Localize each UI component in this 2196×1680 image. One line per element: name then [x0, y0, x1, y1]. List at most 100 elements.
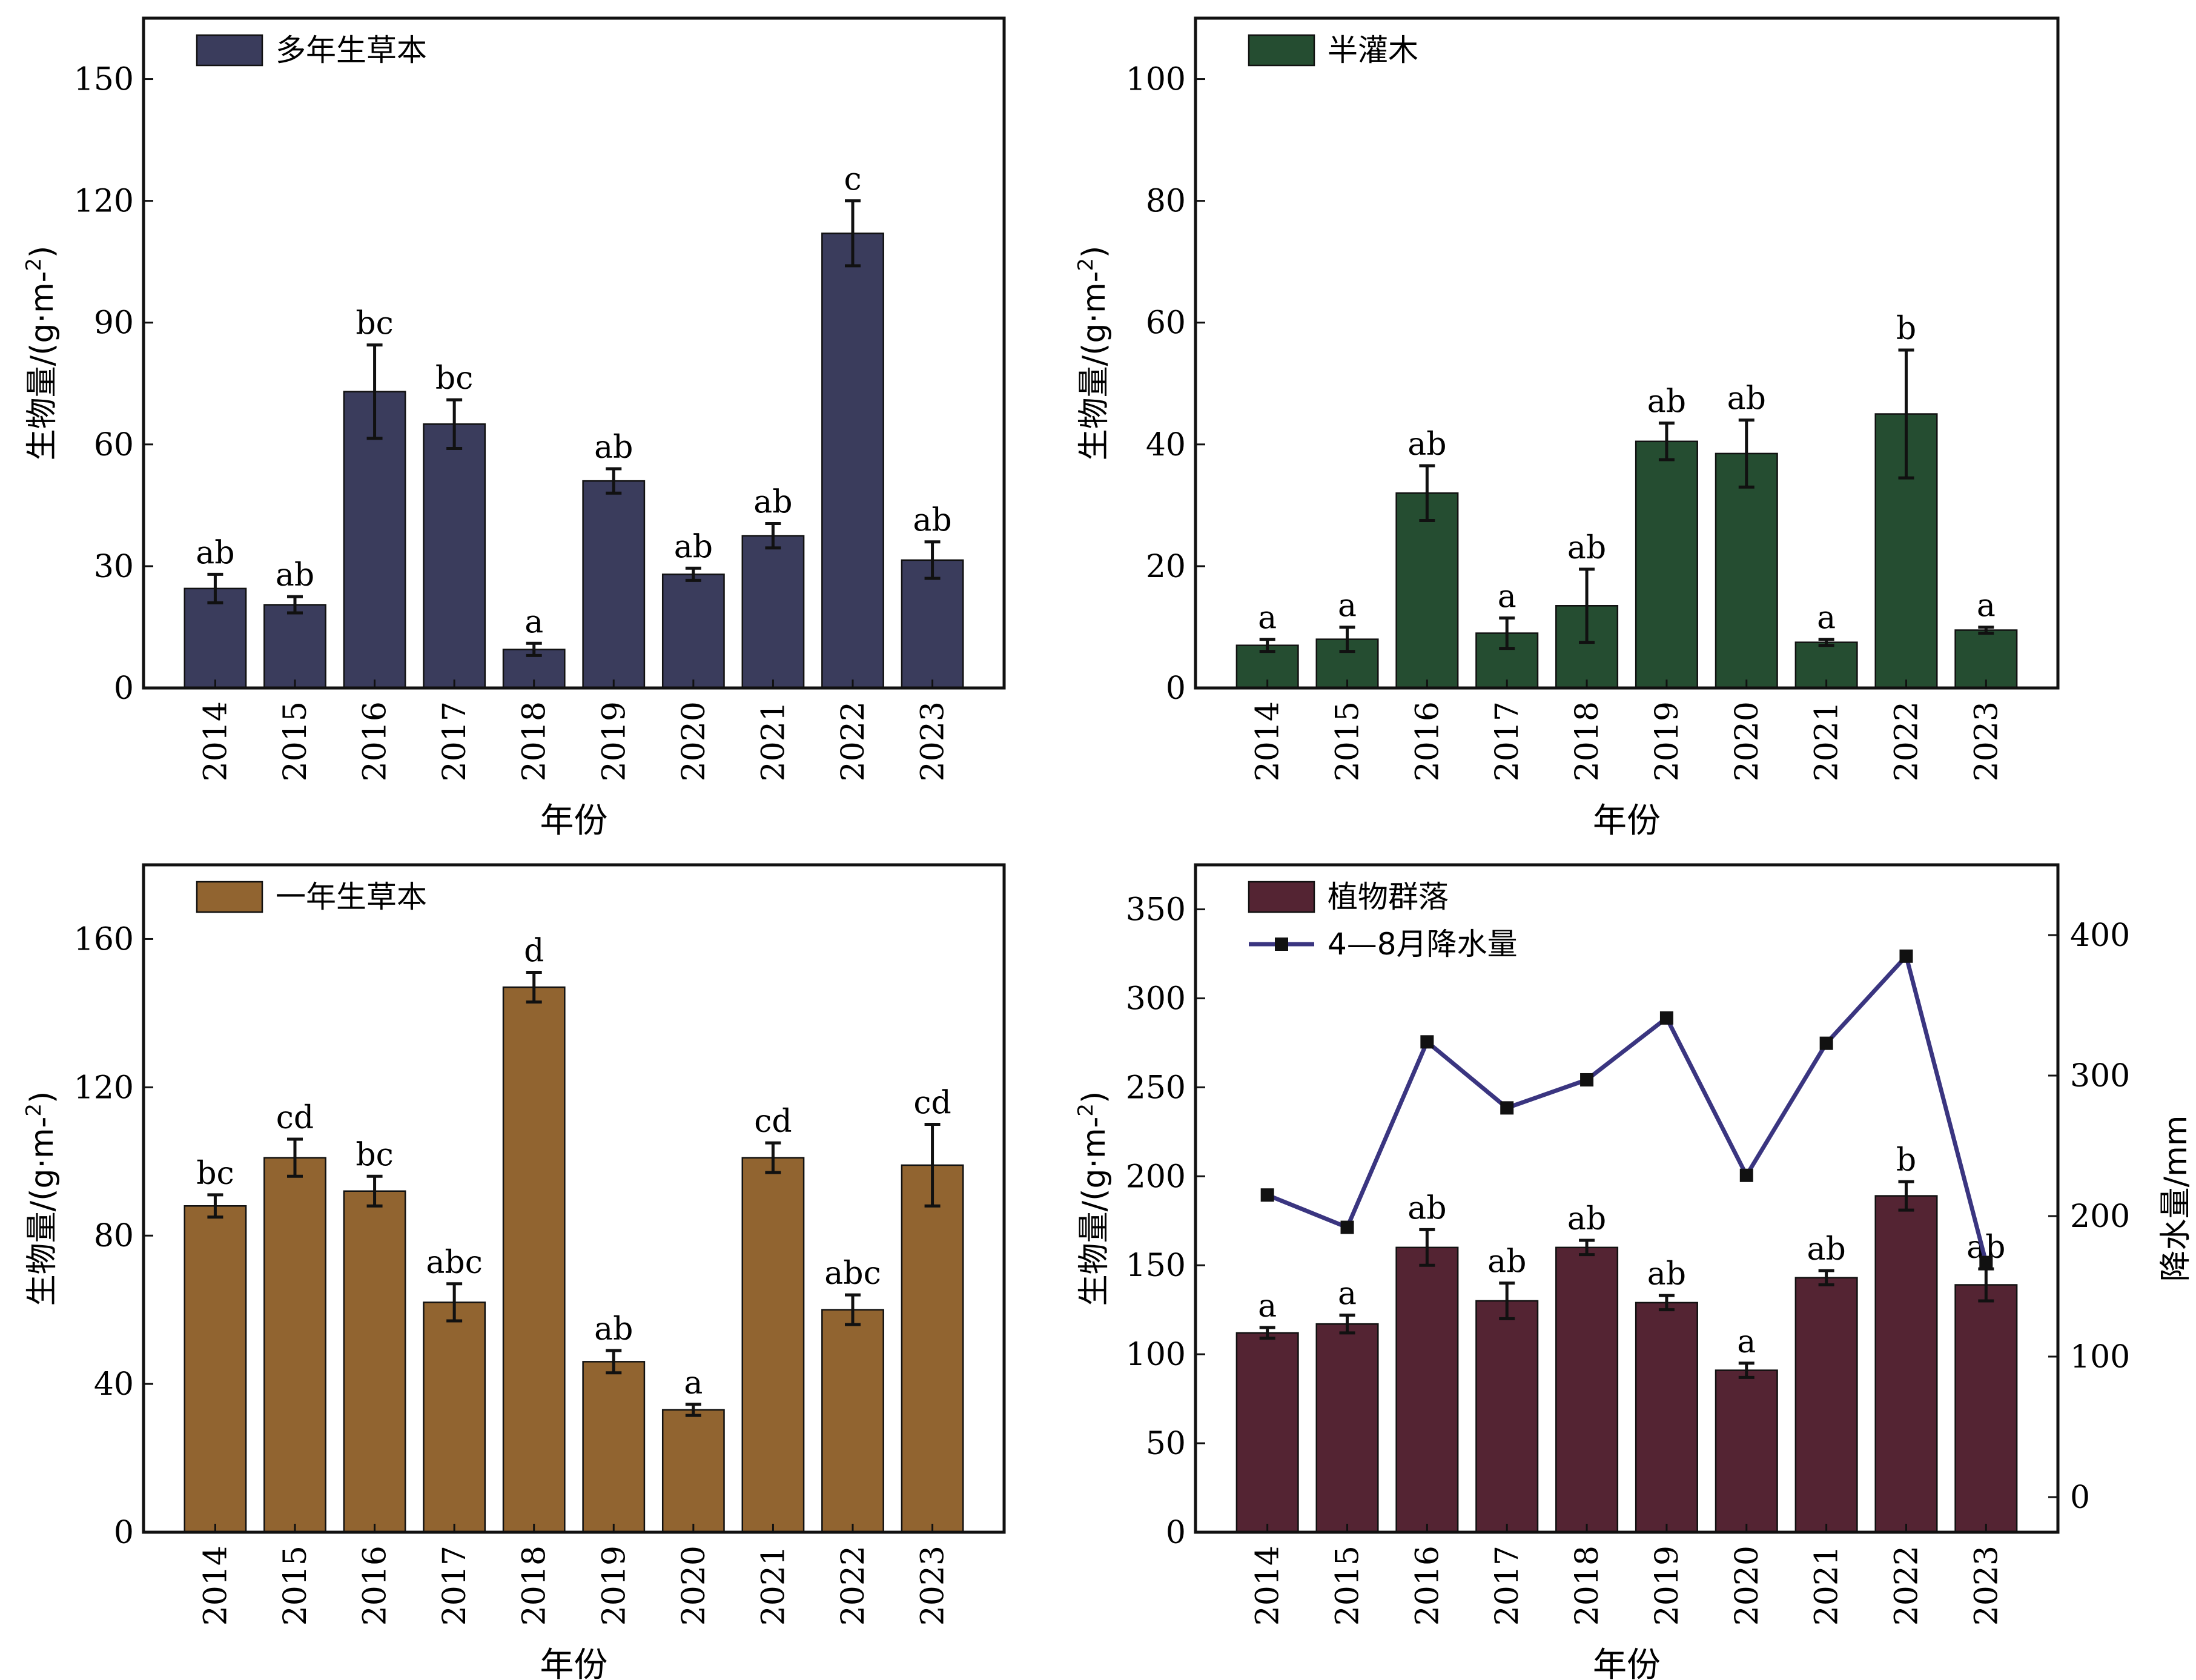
x-tick-label: 2019	[1649, 701, 1685, 781]
bar	[821, 1309, 884, 1533]
bar	[1235, 1332, 1299, 1533]
bar	[741, 1157, 805, 1533]
svg-text:2017: 2017	[1489, 1546, 1526, 1625]
y-tick-label: 200	[1126, 1159, 1186, 1195]
svg-text:2015: 2015	[277, 701, 314, 781]
x-tick-label: 2016	[1409, 701, 1446, 781]
significance-letter: b	[1896, 1142, 1916, 1179]
significance-letter: a	[1258, 1288, 1277, 1324]
y-tick-label: 120	[74, 184, 134, 220]
legend-label: 多年生草本	[276, 33, 427, 68]
legend-label: 植物群落	[1328, 879, 1449, 914]
x-tick-label: 2017	[437, 1546, 473, 1625]
significance-letter: cd	[754, 1103, 792, 1140]
x-tick-label: 2023	[915, 1546, 951, 1625]
svg-text:2023: 2023	[915, 1546, 951, 1625]
svg-text:2015: 2015	[1330, 1546, 1366, 1625]
svg-text:2023: 2023	[915, 701, 951, 781]
legend-swatch	[1248, 34, 1315, 67]
y-tick-label: 80	[94, 1218, 134, 1254]
significance-letter: ab	[1407, 426, 1446, 463]
bar	[1555, 1246, 1619, 1533]
bar	[582, 1361, 646, 1533]
y-tick-label: 0	[114, 670, 134, 707]
significance-letter: ab	[594, 429, 633, 466]
plot-frame	[1194, 863, 2060, 1534]
x-tick-label: 2022	[835, 701, 871, 781]
significance-letter: bc	[356, 1137, 393, 1173]
x-tick-label: 2020	[676, 1546, 712, 1625]
significance-letter: ab	[276, 557, 314, 594]
bar	[1315, 1323, 1379, 1533]
x-tick-label: 2018	[517, 701, 553, 781]
svg-text:2020: 2020	[1729, 701, 1765, 781]
svg-text:2015: 2015	[1330, 701, 1366, 781]
legend-swatch	[1248, 881, 1315, 913]
svg-text:2019: 2019	[1649, 701, 1685, 781]
svg-text:2023: 2023	[1968, 701, 2005, 781]
significance-letter: abc	[426, 1245, 482, 1281]
bar	[1395, 492, 1459, 689]
significance-letter: ab	[1727, 381, 1766, 417]
significance-letter: ab	[594, 1311, 633, 1348]
x-tick-label: 2015	[277, 701, 314, 781]
x-axis-title: 年份	[540, 1645, 608, 1680]
svg-text:2016: 2016	[1409, 701, 1446, 781]
bar	[1794, 1277, 1858, 1533]
bar	[263, 604, 326, 689]
significance-letter: ab	[1567, 1201, 1606, 1237]
y-tick-label: 40	[94, 1366, 134, 1403]
x-tick-label: 2019	[596, 701, 632, 781]
significance-letter: a	[1817, 600, 1836, 637]
y-tick-label: 60	[1146, 305, 1186, 342]
y-axis-title: 生物量/(g·m-2)	[1074, 1091, 1113, 1306]
y-tick-label: 150	[1126, 1248, 1186, 1284]
legend-swatch	[196, 881, 263, 913]
bar	[901, 559, 964, 689]
significance-letter: ab	[674, 529, 713, 565]
bar	[263, 1157, 326, 1533]
precipitation-marker	[1739, 1168, 1753, 1182]
svg-text:2014: 2014	[197, 701, 234, 781]
significance-letter: bc	[196, 1156, 234, 1192]
x-axis-title: 年份	[1593, 801, 1661, 841]
svg-text:降水量/mm: 降水量/mm	[2158, 1116, 2194, 1282]
bar	[423, 1301, 486, 1533]
svg-text:2022: 2022	[835, 1546, 871, 1625]
bar	[343, 1190, 406, 1533]
chart-panel-3: bc 2014 cd 2015 bc 2016 abc 2017 d 2018 ab 2019 a 202…	[22, 863, 1006, 1680]
chart-panel-2: a2014a2015ab2016a2017ab2018ab2019ab2020a…	[1074, 16, 2060, 841]
bar	[1874, 1195, 1938, 1533]
significance-letter: cd	[913, 1085, 951, 1122]
legend-swatch	[196, 34, 263, 67]
svg-text:生物量/(g·m-2): 生物量/(g·m-2)	[22, 1091, 61, 1306]
svg-text:2017: 2017	[437, 701, 473, 781]
svg-text:2015: 2015	[277, 1546, 314, 1625]
y-right-tick-label: 100	[2070, 1339, 2130, 1375]
bar	[1954, 1284, 2018, 1533]
bar	[184, 587, 247, 689]
significance-letter: a	[1977, 587, 1996, 624]
plot-frame	[1194, 16, 2060, 690]
y-tick-label: 0	[1166, 670, 1186, 707]
svg-text:2021: 2021	[755, 1546, 792, 1625]
bar	[1715, 1369, 1778, 1533]
svg-text:2022: 2022	[1888, 701, 1925, 781]
x-tick-label: 2016	[357, 701, 394, 781]
x-tick-label: 2021	[1809, 701, 1845, 781]
x-tick-label: 2014	[197, 701, 234, 781]
significance-letter: abc	[824, 1255, 881, 1292]
legend-marker	[1275, 938, 1288, 951]
y-tick-label: 150	[74, 62, 134, 98]
significance-letter: a	[1258, 600, 1277, 637]
svg-text:2014: 2014	[197, 1546, 234, 1625]
bar	[1475, 1300, 1539, 1533]
svg-text:2023: 2023	[1968, 1546, 2005, 1625]
significance-letter: bc	[356, 306, 393, 342]
y-tick-label: 40	[1146, 427, 1186, 463]
y-right-tick-label: 0	[2070, 1480, 2090, 1516]
x-tick-label: 2016	[357, 1546, 394, 1625]
significance-letter: a	[1338, 1275, 1357, 1312]
significance-letter: a	[1737, 1324, 1756, 1360]
